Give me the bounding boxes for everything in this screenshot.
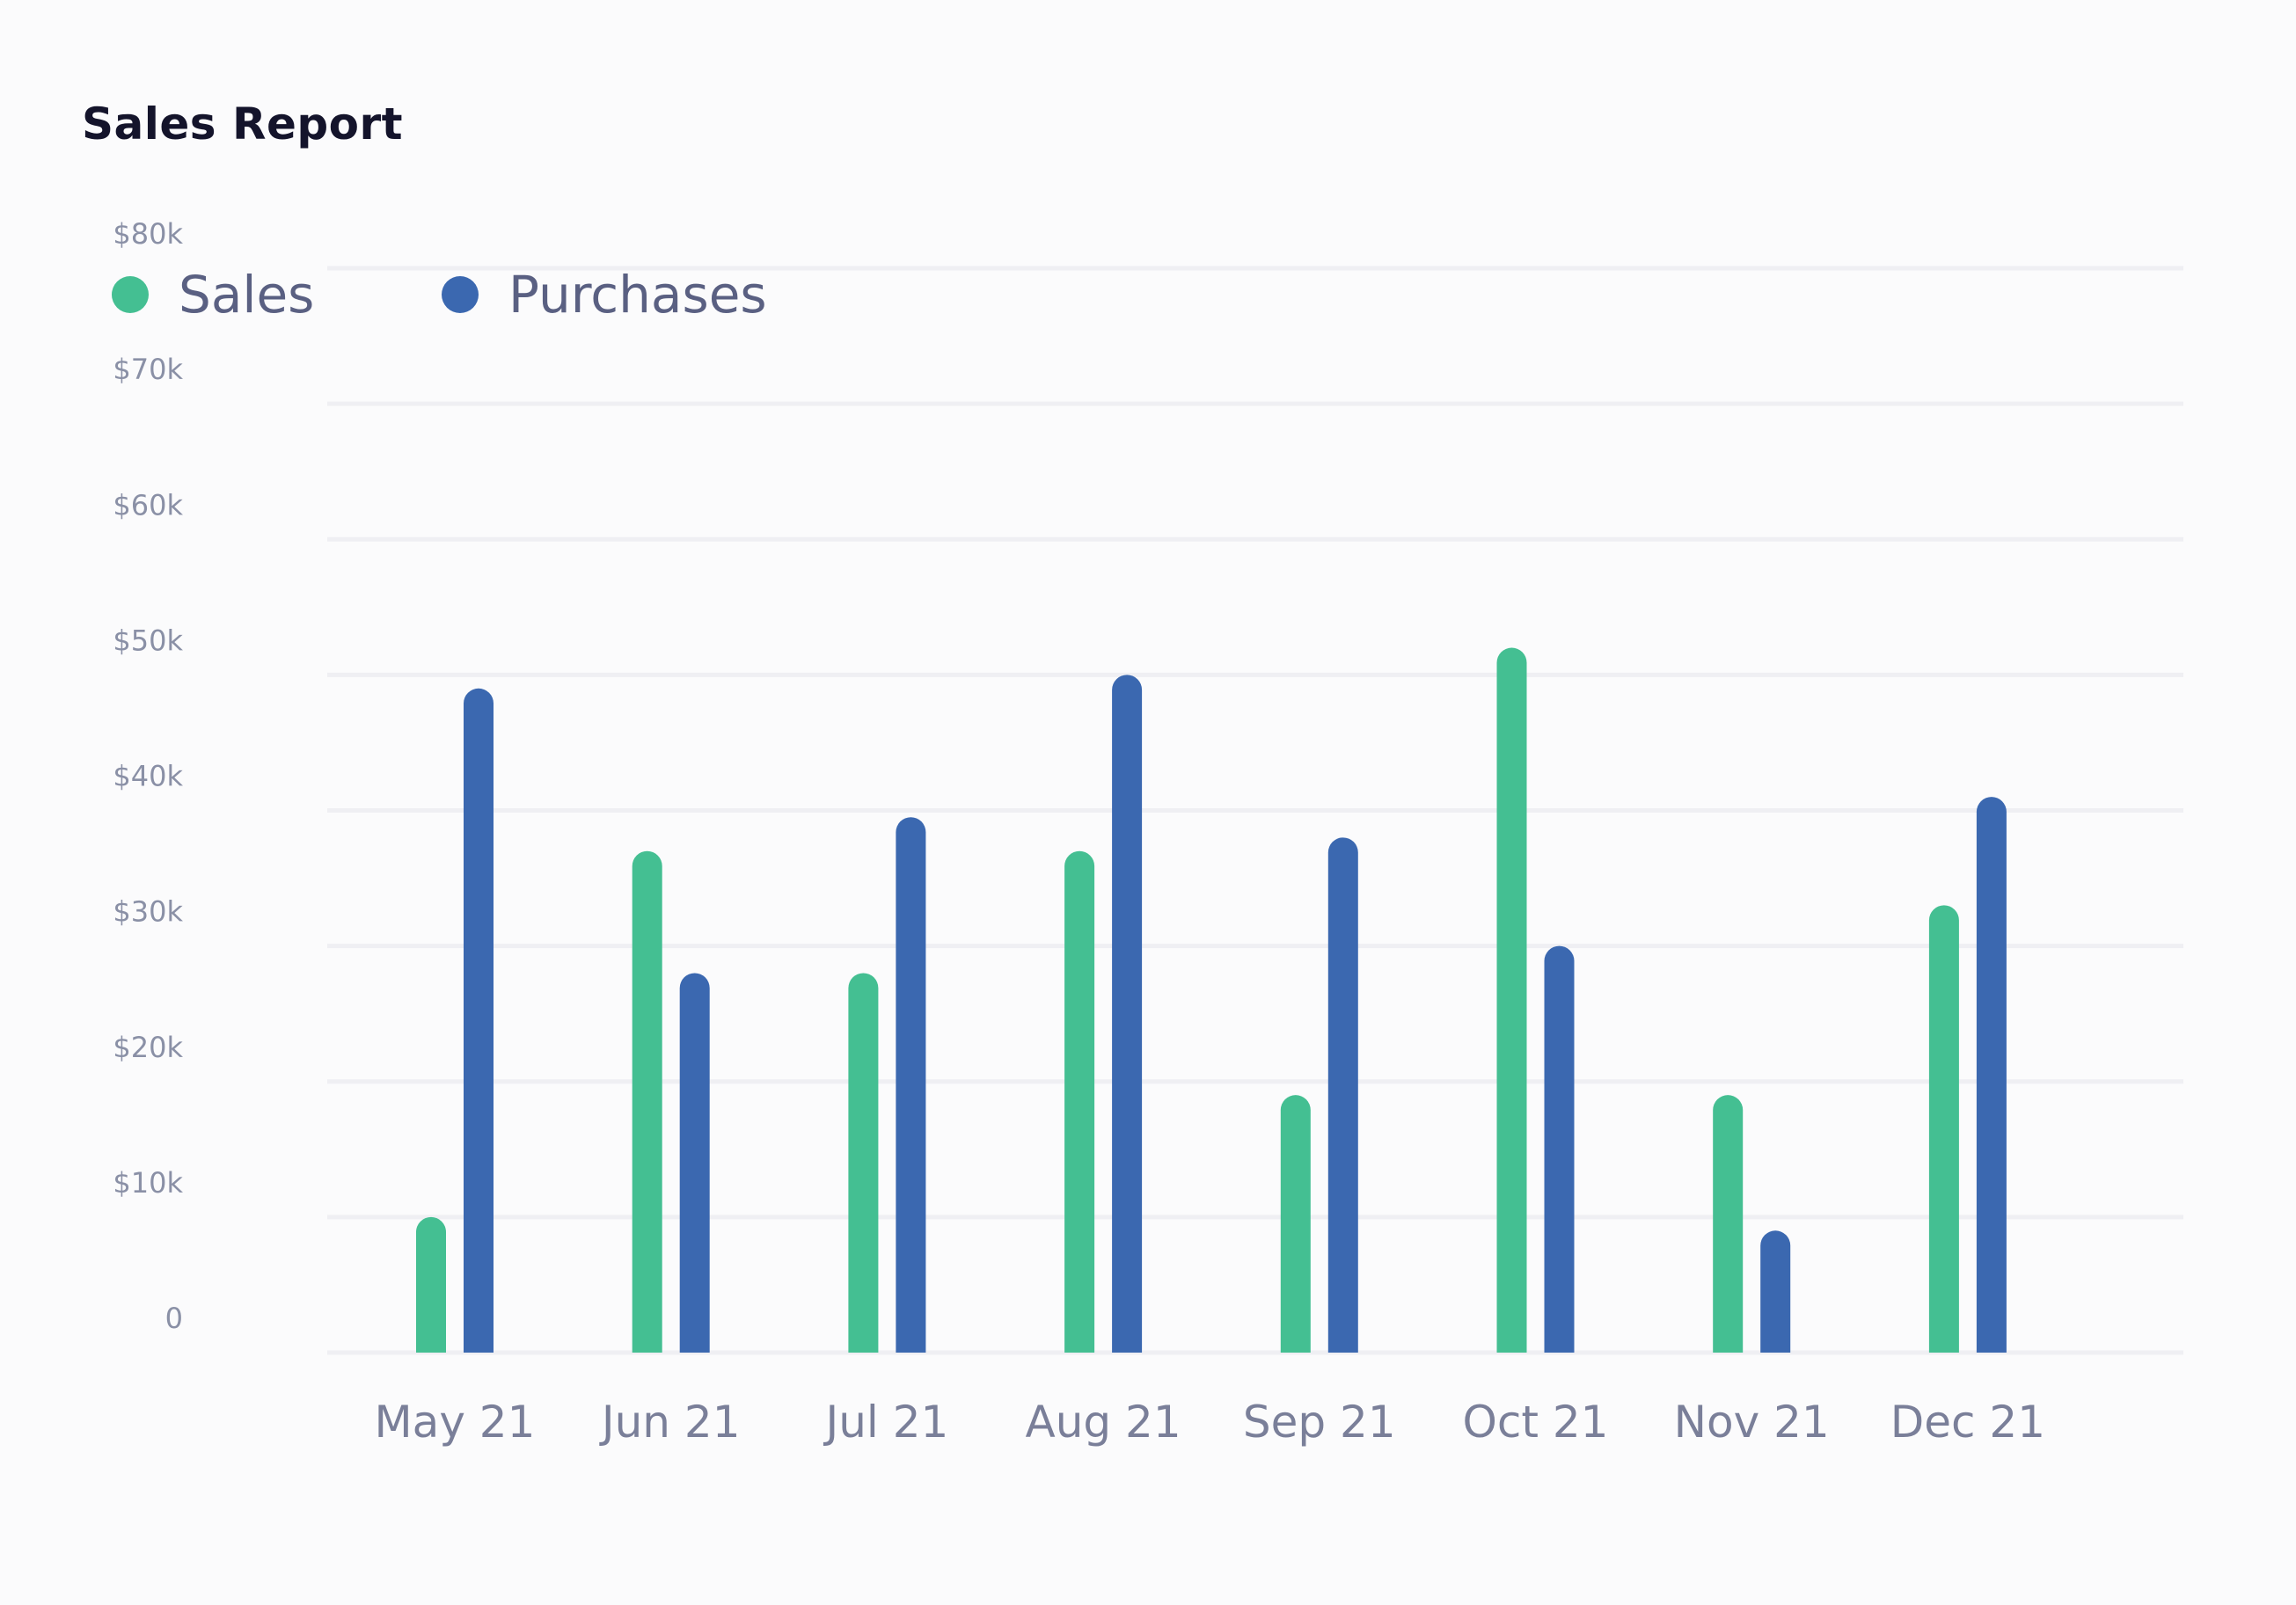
y-tick-label: $30k [113, 895, 183, 929]
bar-purchases-jul-21[interactable] [896, 817, 926, 1353]
bar-purchases-jun-21[interactable] [679, 973, 710, 1353]
bar-sales-jul-21[interactable] [848, 973, 879, 1353]
bar-purchases-may-21[interactable] [464, 688, 494, 1353]
y-tick-label: $60k [113, 488, 183, 522]
x-tick-label: Sep 21 [1243, 1397, 1396, 1448]
legend-item-sales[interactable]: Sales [112, 265, 314, 325]
bar-purchases-dec-21[interactable] [1976, 797, 2007, 1353]
bar-sales-may-21[interactable] [416, 1216, 446, 1353]
x-tick-label: Jun 21 [599, 1397, 741, 1448]
x-axis: May 21 Jun 21 Jul 21 Aug 21 Sep 21 Oct 21 Nov … [375, 1397, 2045, 1448]
bar-purchases-oct-21[interactable] [1544, 945, 1575, 1353]
x-tick-label: Nov 21 [1674, 1397, 1830, 1448]
bar-sales-jun-21[interactable] [632, 850, 662, 1353]
bar-purchases-sep-21[interactable] [1327, 837, 1358, 1353]
x-tick-label: Dec 21 [1890, 1397, 2045, 1448]
grid-lines [327, 266, 2183, 1355]
legend-label: Purchases [508, 265, 767, 325]
y-tick-label: $20k [113, 1031, 183, 1064]
y-tick-label: $10k [113, 1166, 183, 1200]
y-tick-label: $50k [113, 624, 183, 657]
bars [416, 647, 2007, 1353]
y-axis: 0 $10k $20k $30k $40k $50k $60k $70k $80k [113, 217, 183, 1335]
bar-sales-nov-21[interactable] [1713, 1095, 1744, 1353]
y-tick-label: 0 [165, 1302, 183, 1335]
bar-purchases-aug-21[interactable] [1112, 675, 1143, 1353]
y-tick-label: $70k [113, 353, 183, 386]
bar-sales-aug-21[interactable] [1064, 850, 1095, 1353]
bar-purchases-nov-21[interactable] [1760, 1230, 1791, 1353]
legend-label: Sales [179, 265, 314, 325]
legend-marker [112, 276, 149, 313]
x-tick-label: Aug 21 [1026, 1397, 1181, 1448]
legend-item-purchases[interactable]: Purchases [442, 265, 767, 325]
legend[interactable]: Sales Purchases [112, 265, 767, 325]
bar-sales-sep-21[interactable] [1280, 1095, 1311, 1353]
chart-title: Sales Report [82, 98, 404, 150]
bar-sales-oct-21[interactable] [1496, 647, 1527, 1353]
bar-sales-dec-21[interactable] [1928, 905, 1959, 1353]
y-tick-label: $80k [113, 217, 183, 251]
y-tick-label: $40k [113, 760, 183, 793]
legend-marker [442, 276, 479, 313]
x-tick-label: May 21 [375, 1397, 536, 1448]
x-tick-label: Jul 21 [823, 1397, 948, 1448]
x-tick-label: Oct 21 [1463, 1397, 1609, 1448]
